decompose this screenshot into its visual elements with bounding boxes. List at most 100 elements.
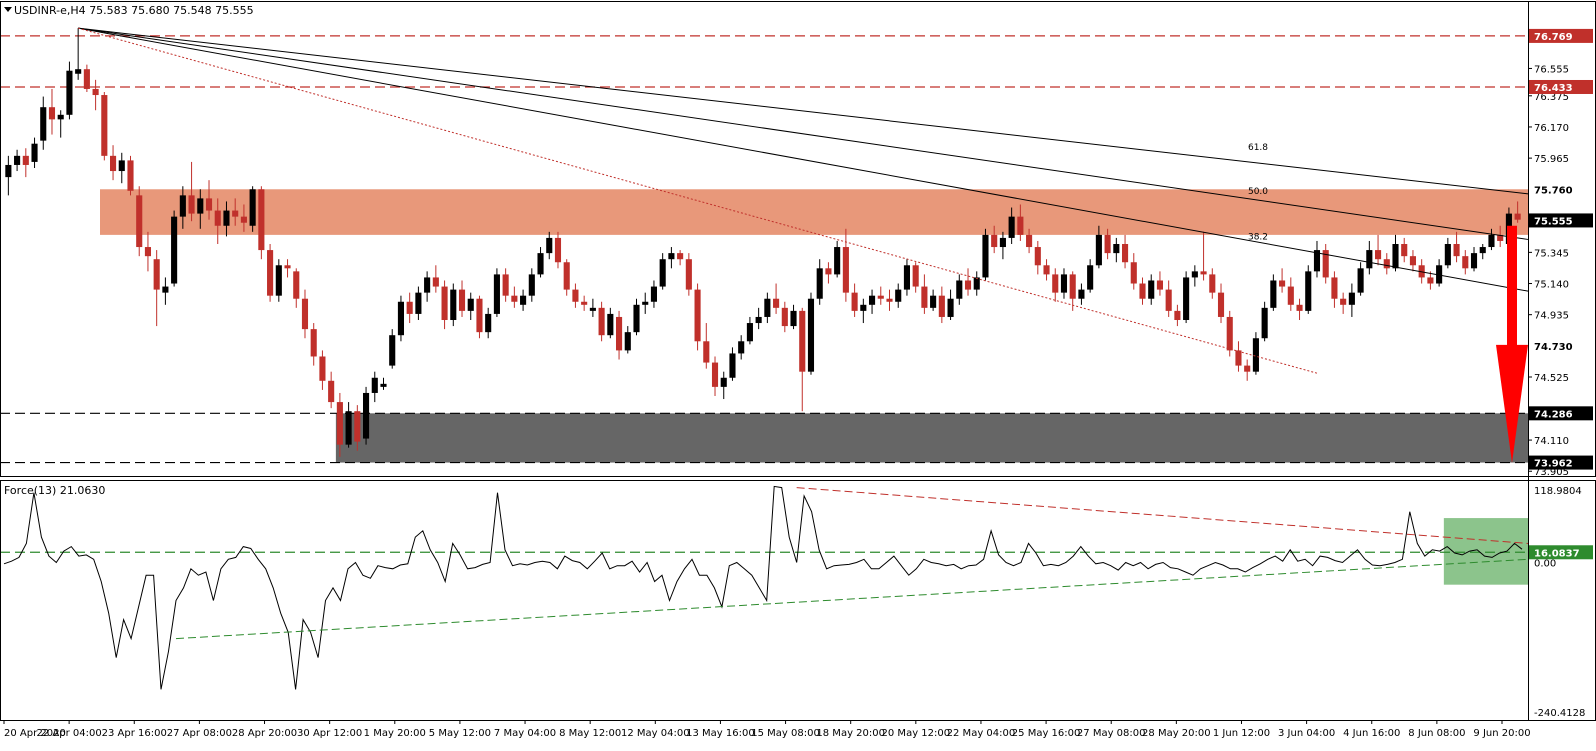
force-tick-label: 0.00 bbox=[1534, 558, 1556, 569]
candle-body bbox=[554, 237, 562, 263]
price-tick-label: 75.140 bbox=[1534, 280, 1569, 291]
price-tick-label: 74.525 bbox=[1534, 373, 1569, 384]
price-tick-label: 74.935 bbox=[1534, 311, 1569, 322]
candle-body bbox=[1235, 350, 1242, 366]
candle-body bbox=[1313, 250, 1321, 272]
force-level-box bbox=[1529, 545, 1593, 560]
time-tick-label: 27 Apr 08:00 bbox=[167, 728, 232, 739]
indicator-label: Force(13) 21.0630 bbox=[4, 484, 106, 497]
chart-header: USDINR-e,H4 75.583 75.680 75.548 75.555 bbox=[14, 4, 254, 17]
fib-fan-line-61.8 bbox=[78, 27, 1529, 195]
force-tick-label: 118.9804 bbox=[1534, 486, 1582, 497]
candle-body bbox=[1340, 298, 1347, 305]
candle-body bbox=[895, 289, 902, 302]
candle-body bbox=[1322, 250, 1329, 278]
candle-body bbox=[1121, 244, 1129, 263]
support-zone bbox=[335, 413, 1529, 463]
candle-body bbox=[868, 295, 876, 305]
price-level-box bbox=[1529, 406, 1593, 421]
candle-body bbox=[92, 88, 99, 96]
price-panel: 38.2 50.0 61.8 bbox=[0, 27, 1529, 464]
candle-body bbox=[1113, 244, 1120, 254]
candle-body bbox=[1069, 274, 1076, 299]
force-resistance-trendline bbox=[796, 487, 1529, 544]
collapse-triangle-icon[interactable] bbox=[4, 7, 12, 12]
candle-body bbox=[424, 277, 431, 293]
time-tick-label: 5 May 12:00 bbox=[429, 728, 491, 739]
down-arrow-icon bbox=[1496, 344, 1528, 463]
price-level-label: 73.962 bbox=[1534, 459, 1573, 470]
candle-body bbox=[1383, 259, 1390, 269]
candle-body bbox=[589, 307, 596, 311]
candle-body bbox=[171, 216, 178, 284]
time-tick-label: 1 May 20:00 bbox=[364, 728, 426, 739]
candle-body bbox=[1287, 286, 1294, 305]
candle-body bbox=[886, 298, 893, 302]
time-tick-label: 12 May 04:00 bbox=[621, 728, 690, 739]
candle-body bbox=[581, 301, 588, 305]
price-tick-label: 75.345 bbox=[1534, 248, 1569, 259]
candle-body bbox=[746, 323, 753, 342]
time-tick-label: 27 May 08:00 bbox=[1077, 728, 1146, 739]
time-tick-label: 3 Jun 04:00 bbox=[1278, 728, 1335, 739]
candle-body bbox=[694, 289, 701, 342]
candle-body bbox=[650, 286, 658, 302]
force-level-value: 16.0837 bbox=[1534, 548, 1580, 559]
candle-body bbox=[1226, 316, 1233, 351]
candle-body bbox=[851, 292, 858, 311]
candle-body bbox=[441, 286, 448, 320]
candle-body bbox=[563, 262, 570, 290]
candle-body bbox=[1165, 289, 1172, 311]
time-tick-label: 8 May 12:00 bbox=[559, 728, 621, 739]
price-level-label: 74.286 bbox=[1534, 409, 1573, 420]
arrow-shaft bbox=[1507, 225, 1517, 348]
candle-body bbox=[816, 268, 823, 299]
candle-body bbox=[1479, 247, 1486, 254]
force-zone bbox=[1443, 518, 1528, 585]
time-tick-label: 4 Jun 16:00 bbox=[1343, 728, 1400, 739]
candle-body bbox=[109, 155, 117, 172]
candle-body bbox=[1270, 280, 1277, 308]
candle-body bbox=[711, 362, 719, 387]
candle-body bbox=[1488, 234, 1495, 248]
price-tick-label: 76.170 bbox=[1534, 123, 1569, 134]
candle-body bbox=[668, 253, 675, 260]
candle-body bbox=[1305, 271, 1312, 311]
candle-body bbox=[607, 313, 614, 336]
candle-body bbox=[310, 329, 317, 357]
candle-body bbox=[415, 292, 422, 314]
candle-body bbox=[947, 298, 954, 317]
candle-body bbox=[781, 307, 788, 327]
candle-body bbox=[999, 237, 1006, 248]
fib-fan-label-38.2: 38.2 bbox=[1248, 232, 1268, 242]
candle-body bbox=[685, 259, 692, 290]
candle-body bbox=[1087, 265, 1094, 290]
price-level-box bbox=[1529, 455, 1593, 470]
candle-body bbox=[1060, 274, 1068, 293]
candle-body bbox=[773, 298, 780, 308]
candle-body bbox=[598, 307, 605, 336]
symbol-label: USDINR-e,H4 bbox=[14, 4, 86, 17]
fib-fan-label-50.0: 50.0 bbox=[1248, 187, 1268, 197]
resistance-zone bbox=[100, 189, 1528, 235]
candle-body bbox=[537, 253, 544, 275]
candle-body bbox=[615, 316, 623, 351]
force-index-line bbox=[3, 485, 1523, 690]
candle-body bbox=[1261, 307, 1268, 339]
candle-body bbox=[493, 274, 500, 314]
candle-body bbox=[1217, 292, 1225, 317]
candle-body bbox=[982, 234, 989, 278]
candle-body bbox=[1409, 256, 1417, 266]
candle-body bbox=[1462, 256, 1469, 269]
candle-body bbox=[1200, 271, 1207, 275]
candle-body bbox=[642, 301, 649, 305]
time-tick-label: 22 May 04:00 bbox=[947, 728, 1016, 739]
time-tick-label: 9 Jun 20:00 bbox=[1473, 728, 1530, 739]
candle-body bbox=[921, 286, 928, 308]
candle-body bbox=[807, 298, 815, 372]
candle-body bbox=[572, 289, 579, 302]
candle-body bbox=[83, 69, 90, 89]
candle-body bbox=[1252, 338, 1259, 372]
candle-body bbox=[842, 247, 849, 293]
candle-body bbox=[1392, 244, 1399, 269]
